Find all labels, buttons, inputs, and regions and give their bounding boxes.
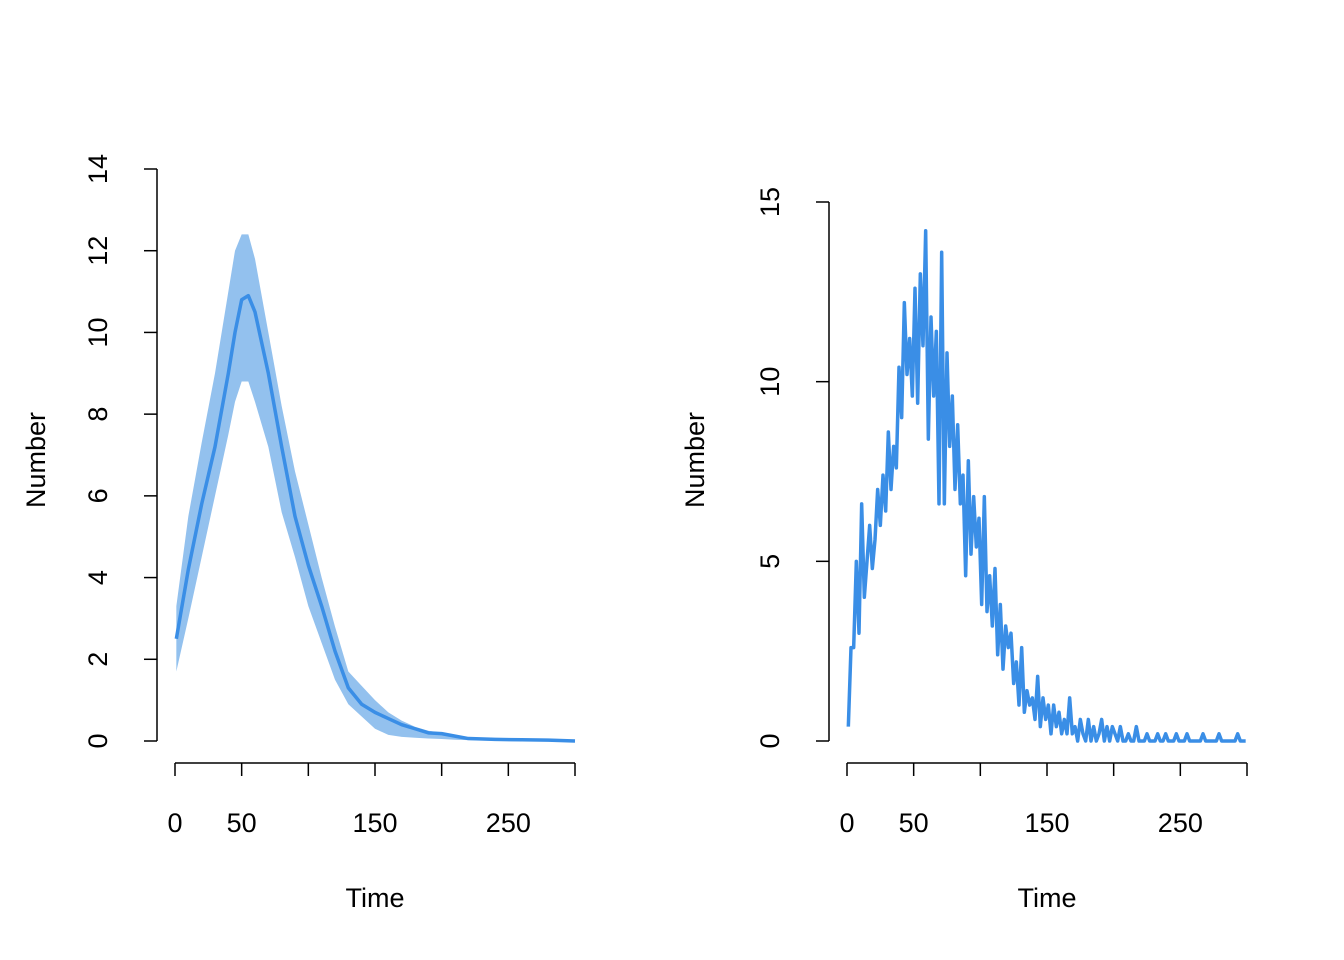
y-tick-label: 8 — [83, 407, 113, 422]
y-tick-label: 10 — [83, 317, 113, 347]
y-tick-label: 4 — [83, 570, 113, 585]
y-tick-label: 15 — [755, 187, 785, 217]
x-axis-title: Time — [1018, 883, 1077, 913]
data-line — [174, 293, 576, 743]
data-line — [846, 228, 1246, 743]
x-tick-label: 150 — [1024, 808, 1069, 838]
y-tick-label: 12 — [83, 236, 113, 266]
y-tick-label: 2 — [83, 652, 113, 667]
x-tick-label: 250 — [1158, 808, 1203, 838]
confidence-band — [176, 234, 576, 741]
x-axis-title: Time — [346, 883, 405, 913]
x-tick-label: 50 — [227, 808, 257, 838]
y-tick-label: 0 — [83, 733, 113, 748]
y-axis-title: Number — [21, 412, 51, 508]
y-tick-label: 6 — [83, 488, 113, 503]
x-tick-label: 0 — [167, 808, 182, 838]
y-tick-label: 10 — [755, 367, 785, 397]
x-tick-label: 50 — [899, 808, 929, 838]
x-tick-label: 150 — [352, 808, 397, 838]
x-tick-label: 250 — [486, 808, 531, 838]
y-tick-label: 0 — [755, 733, 785, 748]
y-tick-label: 14 — [83, 154, 113, 184]
x-tick-label: 0 — [839, 808, 854, 838]
y-tick-label: 5 — [755, 554, 785, 569]
y-axis-title: Number — [680, 412, 710, 508]
